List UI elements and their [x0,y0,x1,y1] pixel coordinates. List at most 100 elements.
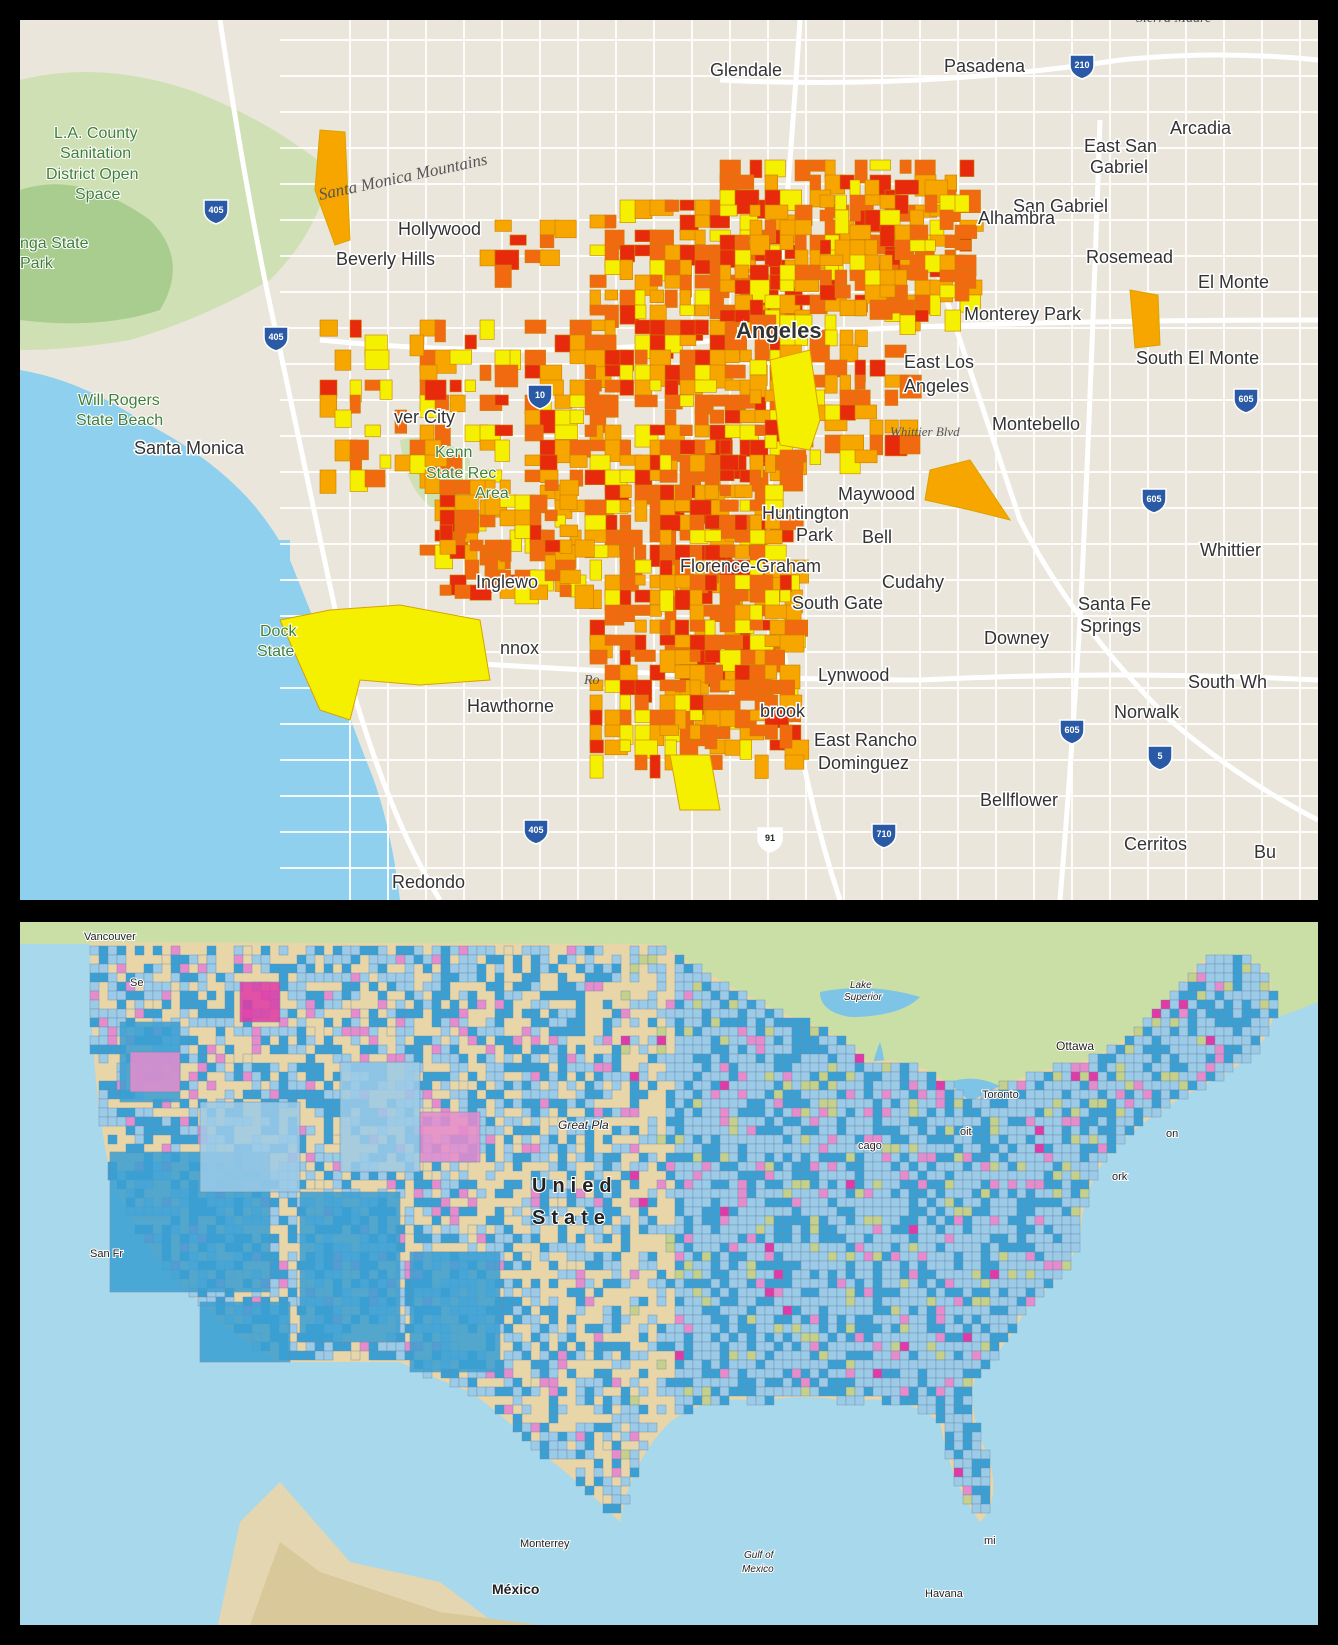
county [998,1107,1009,1118]
us-map-panel[interactable]: Vancouver Se Ottawa Toronto cago oit on ork San … [20,922,1318,1625]
county [458,1062,469,1073]
county [179,1098,190,1109]
county [971,1170,982,1181]
la-map-panel[interactable]: Glendale Pasadena Arcadia East San Gabriel Sa… [20,20,1318,900]
county [530,1152,541,1163]
county [872,1251,883,1262]
county [332,1179,343,1190]
county [782,1143,793,1154]
county [1115,1044,1126,1055]
county [1070,1080,1081,1091]
county [746,1386,757,1397]
county [98,1008,109,1019]
county [746,1233,757,1244]
county [1160,1008,1171,1019]
county [584,1422,595,1433]
county [323,1350,334,1361]
county [989,1215,1000,1226]
county [800,1053,811,1064]
county [1250,1017,1261,1028]
county [530,1125,541,1136]
census-tract [709,289,724,306]
county [683,1125,694,1136]
county [998,1332,1009,1343]
county [683,1314,694,1325]
county [557,1071,568,1082]
census-tract [764,219,777,244]
county [188,1035,199,1046]
county [674,1035,685,1046]
county [1133,1089,1144,1100]
county [755,1188,766,1199]
county [719,999,730,1010]
county [1151,1107,1162,1118]
county [683,1386,694,1397]
county [926,1197,937,1208]
county [1115,1089,1126,1100]
county [818,1161,829,1172]
county [683,972,694,983]
county [674,981,685,992]
county [188,999,199,1010]
county [548,1125,559,1136]
county [629,1170,640,1181]
county [791,1287,802,1298]
county [206,945,217,956]
county [1034,1170,1045,1181]
county [503,1134,514,1145]
census-tract [764,204,789,220]
county [377,1044,388,1055]
county [557,1143,568,1154]
county [395,1053,406,1064]
county [728,1296,739,1307]
county [908,1125,919,1136]
county [881,1395,892,1406]
county [917,1260,928,1271]
city-label-east-san: East San [1084,136,1157,156]
county [737,999,748,1010]
county [935,1179,946,1190]
county [368,1044,379,1055]
county [1043,1260,1054,1271]
county [764,1107,775,1118]
county [1016,1143,1027,1154]
county [854,1206,865,1217]
county [944,1251,955,1262]
county [818,1197,829,1208]
highway-shield-405: 405 [263,326,289,352]
county [863,1080,874,1091]
census-tract [479,364,492,381]
census-tract [954,194,970,213]
county [854,1386,865,1397]
county [710,1278,721,1289]
county [89,999,100,1010]
county [683,1098,694,1109]
county [395,999,406,1010]
census-tract [379,379,393,400]
county [476,1098,487,1109]
county [917,1143,928,1154]
census-tract [659,649,677,673]
county [431,1233,442,1244]
county [728,1260,739,1271]
county [971,1161,982,1172]
county [746,999,757,1010]
county [1223,1044,1234,1055]
county [485,1026,496,1037]
county [512,954,523,965]
county [890,1188,901,1199]
county [89,945,100,956]
county [791,1341,802,1352]
county [1043,1170,1054,1181]
county [629,1458,640,1469]
county [242,945,253,956]
county [980,1107,991,1118]
county [962,1143,973,1154]
county [854,1197,865,1208]
county [890,1332,901,1343]
county [710,1098,721,1109]
county [1007,1197,1018,1208]
county [1169,999,1180,1010]
